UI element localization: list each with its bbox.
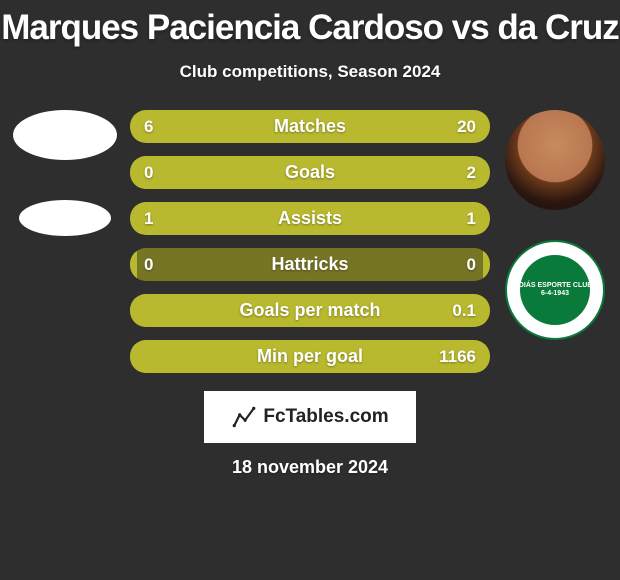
left-player-column	[6, 110, 124, 373]
stat-bar: Matches6 20	[130, 110, 490, 143]
stat-value-right: 1	[467, 209, 476, 229]
stat-value-left: 0	[144, 163, 153, 183]
stat-bar: Hattricks0 0	[130, 248, 490, 281]
stat-label: Matches	[130, 116, 490, 137]
stat-bar: Assists1 1	[130, 202, 490, 235]
stat-value-right: 0	[467, 255, 476, 275]
stat-label: Hattricks	[130, 254, 490, 275]
stat-bar: Goals per match0.1	[130, 294, 490, 327]
stat-bar: Goals0 2	[130, 156, 490, 189]
stat-label: Min per goal	[130, 346, 490, 367]
stat-label: Goals	[130, 162, 490, 183]
stat-value-right: 2	[467, 163, 476, 183]
source-badge: FcTables.com	[204, 391, 416, 443]
club-logo-date: 6-4-1943	[541, 290, 569, 297]
club-logo-text: GOIÁS ESPORTE CLUBE 6-4-1943	[513, 282, 597, 297]
stat-value-left: 0	[144, 255, 153, 275]
stat-value-left: 1	[144, 209, 153, 229]
stat-label: Goals per match	[130, 300, 490, 321]
left-player-avatar-placeholder	[13, 110, 117, 160]
club-logo-name: GOIÁS ESPORTE CLUBE	[513, 282, 597, 289]
stat-value-right: 20	[457, 117, 476, 137]
subtitle: Club competitions, Season 2024	[0, 62, 620, 82]
date-label: 18 november 2024	[0, 457, 620, 478]
comparison-main: Matches620Goals02Assists11Hattricks00Goa…	[0, 110, 620, 373]
right-player-column: GOIÁS ESPORTE CLUBE 6-4-1943	[496, 110, 614, 373]
source-badge-text: FcTables.com	[263, 406, 388, 428]
stat-label: Assists	[130, 208, 490, 229]
right-player-avatar	[505, 110, 605, 210]
left-player-club-logo-placeholder	[19, 200, 111, 236]
infographic-container: Marques Paciencia Cardoso vs da Cruz Clu…	[0, 0, 620, 580]
stat-bar: Min per goal1166	[130, 340, 490, 373]
right-player-club-logo: GOIÁS ESPORTE CLUBE 6-4-1943	[505, 240, 605, 340]
stat-value-right: 0.1	[452, 301, 476, 321]
stats-bars: Matches620Goals02Assists11Hattricks00Goa…	[124, 110, 496, 373]
stat-value-left: 6	[144, 117, 153, 137]
chart-icon	[231, 404, 257, 430]
stat-value-right: 1166	[439, 347, 476, 367]
page-title: Marques Paciencia Cardoso vs da Cruz	[0, 0, 620, 48]
